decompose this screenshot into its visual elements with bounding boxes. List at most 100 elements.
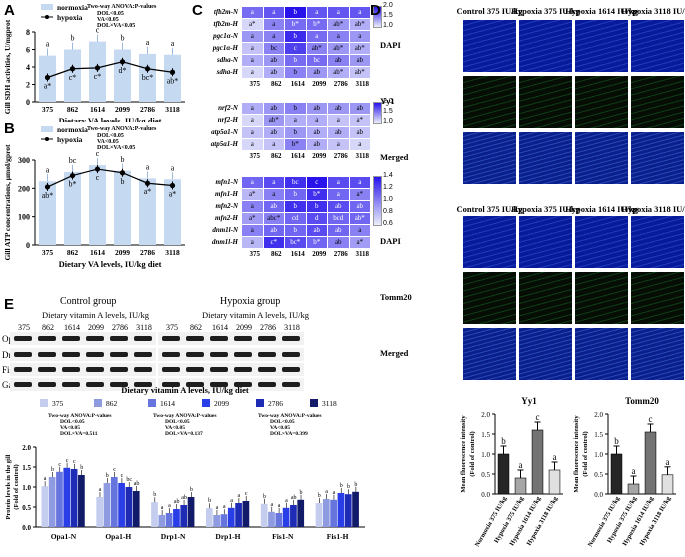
heatmap-x-label: 375 — [249, 152, 261, 160]
e-bar — [322, 499, 330, 527]
heatmap-cell: b — [284, 102, 307, 115]
e-bar-letter: a — [285, 498, 288, 504]
heatmap-cell: ab — [262, 102, 285, 115]
blot-band — [134, 367, 152, 372]
e-bar — [118, 483, 125, 527]
e-bar — [48, 477, 56, 527]
a-y-label: Gill SDH activities, U/mgprot — [3, 19, 12, 114]
e-bar — [158, 515, 166, 527]
heatmap-colorbar-label: 1.0 — [383, 22, 393, 29]
b-point-label: b — [121, 177, 125, 186]
e-bar-letter: b — [208, 498, 211, 504]
e-bar — [173, 509, 180, 527]
e-bar-letter: a — [44, 476, 47, 482]
heatmap-cell: a* — [348, 114, 371, 127]
a-y-tick-label: 8 — [26, 28, 30, 37]
blot-band — [38, 382, 56, 387]
e-bar — [352, 491, 359, 527]
micrograph-image — [463, 328, 516, 380]
heatmap-cell: a — [305, 114, 328, 127]
e-bar-letter: c — [113, 467, 116, 473]
b-point-hypoxia — [94, 166, 101, 172]
blot-band — [162, 336, 180, 341]
blot-strip-control — [10, 363, 156, 376]
heatmap-cell: ab* — [348, 18, 371, 31]
heatmap-row-label: dnm1l-H — [211, 238, 238, 246]
d-yy1-bar-label: a — [553, 452, 557, 462]
blot-strip-hypoxia — [158, 332, 304, 345]
heatmap-cell: a — [241, 114, 264, 127]
heatmap-row-label: tfb2m-N — [213, 8, 238, 16]
b-point-label: a* — [144, 187, 152, 196]
d-yy1-bar — [548, 469, 561, 495]
micrograph-header-bottom: Hypoxia 375 IU/kg — [511, 204, 580, 214]
heatmap-colorbar-label: 2.0 — [383, 98, 393, 105]
e-bar-letter: b — [153, 492, 156, 498]
micrograph-image — [631, 272, 684, 324]
b-bar-label: c — [96, 149, 100, 158]
e-anova-title: Two-way ANOVA:P-values — [153, 413, 217, 419]
d-tomm20-bar-label: c — [649, 414, 653, 424]
b-line-hypoxia — [47, 168, 173, 188]
heatmap-cell: a — [327, 176, 350, 189]
e-legend-label: 862 — [106, 399, 118, 408]
a-y-tick-label: 4 — [26, 63, 30, 72]
heatmap-cell: a — [241, 200, 264, 213]
a-bar-label: b — [71, 34, 75, 43]
e-y-label-line1: Protein levels in the gill — [5, 454, 12, 519]
e-bar-letter: ab — [134, 481, 140, 487]
a-anova-title: Two-way ANOVA:P-values — [87, 4, 157, 10]
a-bar-label: a — [146, 38, 150, 47]
e-x-tick-label: Opa1-N — [51, 532, 77, 541]
blot-band — [282, 382, 300, 387]
b-point-label: ab* — [42, 191, 54, 200]
a-y-tick-label: 2 — [26, 81, 30, 90]
b-point-label: c — [96, 173, 100, 182]
b-point-hypoxia — [169, 182, 176, 189]
a-legend-normoxia-swatch — [41, 4, 53, 10]
b-legend-normoxia-swatch — [41, 126, 53, 132]
a-legend-hypoxia: hypoxia — [57, 13, 83, 22]
e-bar-letter: a — [238, 493, 241, 499]
b-x-tick-label: 3118 — [165, 248, 180, 257]
heatmap-x-label: 862 — [271, 152, 282, 160]
e-bar — [227, 507, 235, 527]
blot-dose-caption-control: Dietary vitamin A levels, IU/kg — [42, 310, 149, 320]
micrograph-image — [519, 20, 572, 72]
heatmap-row-label: atp5a1-N — [211, 128, 238, 136]
b-bar-normoxia — [64, 171, 81, 245]
micrograph-image — [631, 328, 684, 380]
blot-band — [186, 367, 204, 372]
a-bar-normoxia — [64, 49, 81, 102]
heatmap-cell: a — [348, 6, 371, 19]
blot-lane-label: 862 — [190, 323, 202, 332]
e-bar-letter: b — [354, 482, 357, 488]
e-anova-line: VA<0.05 — [165, 425, 185, 431]
heatmap-row-label: tfb2m-H — [213, 20, 239, 28]
d-tomm20-y-label-line1: Mean fluorescence intensity — [573, 415, 580, 493]
blot-band — [110, 382, 128, 387]
b-x-tick-label: 862 — [67, 248, 79, 257]
b-bar-normoxia — [114, 170, 131, 245]
a-x-tick-label: 375 — [42, 105, 54, 114]
b-x-label: Dietary VA levels, IU/kg diet — [59, 259, 162, 269]
panel-d-letter: D — [370, 2, 381, 19]
micrograph-header-bottom: Control 375 IU/kg — [456, 204, 523, 214]
e-bar — [275, 513, 283, 527]
micrograph-image — [463, 216, 516, 268]
blot-lane-label: 2099 — [88, 323, 104, 332]
heatmap-cell: a — [348, 138, 371, 151]
e-bar-letter: b — [106, 473, 109, 479]
d-tomm20-x-tick-label: Hypoxia 3118 IU/kg — [639, 495, 673, 547]
blot-band — [258, 336, 276, 341]
d-yy1-bar — [531, 429, 544, 495]
d-tomm20-bar-label: b — [614, 436, 619, 446]
e-bar-letter: c — [245, 491, 248, 497]
heatmap-row-label: pgc1α-N — [213, 32, 238, 40]
heatmap-cell: c* — [262, 236, 285, 249]
heatmap-x-label: 2099 — [312, 250, 327, 258]
heatmap-x-label: 3118 — [355, 152, 370, 160]
a-point-label: ab* — [167, 76, 179, 85]
e-bar — [290, 505, 297, 527]
